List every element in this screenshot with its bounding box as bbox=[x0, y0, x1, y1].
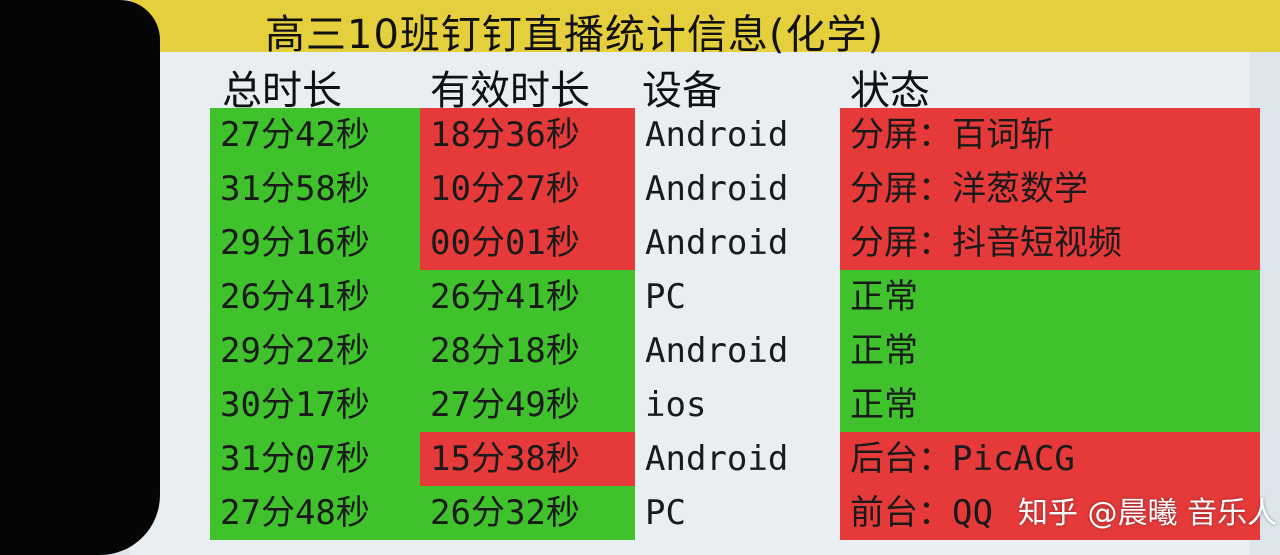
cell-status[interactable]: 正常 bbox=[850, 331, 918, 371]
cell-effective[interactable]: 28分18秒 bbox=[430, 331, 580, 371]
cell-total[interactable]: 27分48秒 bbox=[220, 493, 370, 533]
cell-status[interactable]: 分屏：百词斩 bbox=[850, 115, 1054, 155]
cell-status[interactable]: 后台：PicACG bbox=[850, 439, 1075, 479]
cell-fill-total bbox=[210, 216, 420, 270]
cell-device[interactable]: Android bbox=[645, 115, 789, 155]
cell-device[interactable]: PC bbox=[645, 493, 686, 533]
cell-status[interactable]: 正常 bbox=[850, 277, 918, 317]
cell-device[interactable]: Android bbox=[645, 223, 789, 263]
cell-total[interactable]: 31分07秒 bbox=[220, 439, 370, 479]
cell-status[interactable]: 分屏：抖音短视频 bbox=[850, 223, 1122, 263]
cell-fill-status bbox=[840, 162, 1260, 216]
cell-fill-effective bbox=[420, 378, 635, 432]
header-total: 总时长 bbox=[222, 68, 342, 114]
cell-fill-status bbox=[840, 270, 1260, 324]
cell-fill-total bbox=[210, 432, 420, 486]
cell-device[interactable]: PC bbox=[645, 277, 686, 317]
header-device: 设备 bbox=[642, 68, 722, 114]
cell-fill-effective bbox=[420, 486, 635, 540]
cell-status[interactable]: 正常 bbox=[850, 385, 918, 425]
cell-fill-effective bbox=[420, 270, 635, 324]
cell-total[interactable]: 29分16秒 bbox=[220, 223, 370, 263]
header-status: 状态 bbox=[850, 68, 930, 114]
title-bar: 高三10班钉钉直播统计信息(化学) bbox=[130, 0, 1280, 58]
cell-status[interactable]: 分屏：洋葱数学 bbox=[850, 169, 1088, 209]
cell-fill-total bbox=[210, 270, 420, 324]
cell-effective[interactable]: 15分38秒 bbox=[430, 439, 580, 479]
cell-effective[interactable]: 18分36秒 bbox=[430, 115, 580, 155]
cell-total[interactable]: 26分41秒 bbox=[220, 277, 370, 317]
watermark: 知乎 @晨曦 音乐人 bbox=[1018, 496, 1278, 531]
cell-fill-status bbox=[840, 324, 1260, 378]
cell-fill-status bbox=[840, 378, 1260, 432]
cell-fill-effective bbox=[420, 108, 635, 162]
cell-device[interactable]: Android bbox=[645, 439, 789, 479]
cell-fill-total bbox=[210, 378, 420, 432]
cell-effective[interactable]: 10分27秒 bbox=[430, 169, 580, 209]
sheet-title: 高三10班钉钉直播统计信息(化学) bbox=[265, 12, 885, 58]
cell-fill-total bbox=[210, 162, 420, 216]
cell-effective[interactable]: 26分32秒 bbox=[430, 493, 580, 533]
cell-fill-status bbox=[840, 216, 1260, 270]
cell-fill-effective bbox=[420, 432, 635, 486]
cell-fill-total bbox=[210, 486, 420, 540]
cell-fill-status bbox=[840, 108, 1260, 162]
cell-total[interactable]: 27分42秒 bbox=[220, 115, 370, 155]
cell-fill-status bbox=[840, 432, 1260, 486]
cell-device[interactable]: ios bbox=[645, 385, 707, 425]
cell-fill-total bbox=[210, 324, 420, 378]
cell-fill-effective bbox=[420, 162, 635, 216]
cell-device[interactable]: Android bbox=[645, 331, 789, 371]
cell-total[interactable]: 31分58秒 bbox=[220, 169, 370, 209]
cell-effective[interactable]: 27分49秒 bbox=[430, 385, 580, 425]
cell-status[interactable]: 前台：QQ bbox=[850, 493, 993, 533]
cell-effective[interactable]: 26分41秒 bbox=[430, 277, 580, 317]
redaction-mask bbox=[0, 0, 160, 555]
cell-fill-status bbox=[840, 486, 1260, 540]
cell-total[interactable]: 29分22秒 bbox=[220, 331, 370, 371]
cell-total[interactable]: 30分17秒 bbox=[220, 385, 370, 425]
cell-fill-effective bbox=[420, 324, 635, 378]
header-effective: 有效时长 bbox=[430, 68, 590, 114]
cell-device[interactable]: Android bbox=[645, 169, 789, 209]
cell-fill-total bbox=[210, 108, 420, 162]
cell-effective[interactable]: 00分01秒 bbox=[430, 223, 580, 263]
cell-fill-effective bbox=[420, 216, 635, 270]
